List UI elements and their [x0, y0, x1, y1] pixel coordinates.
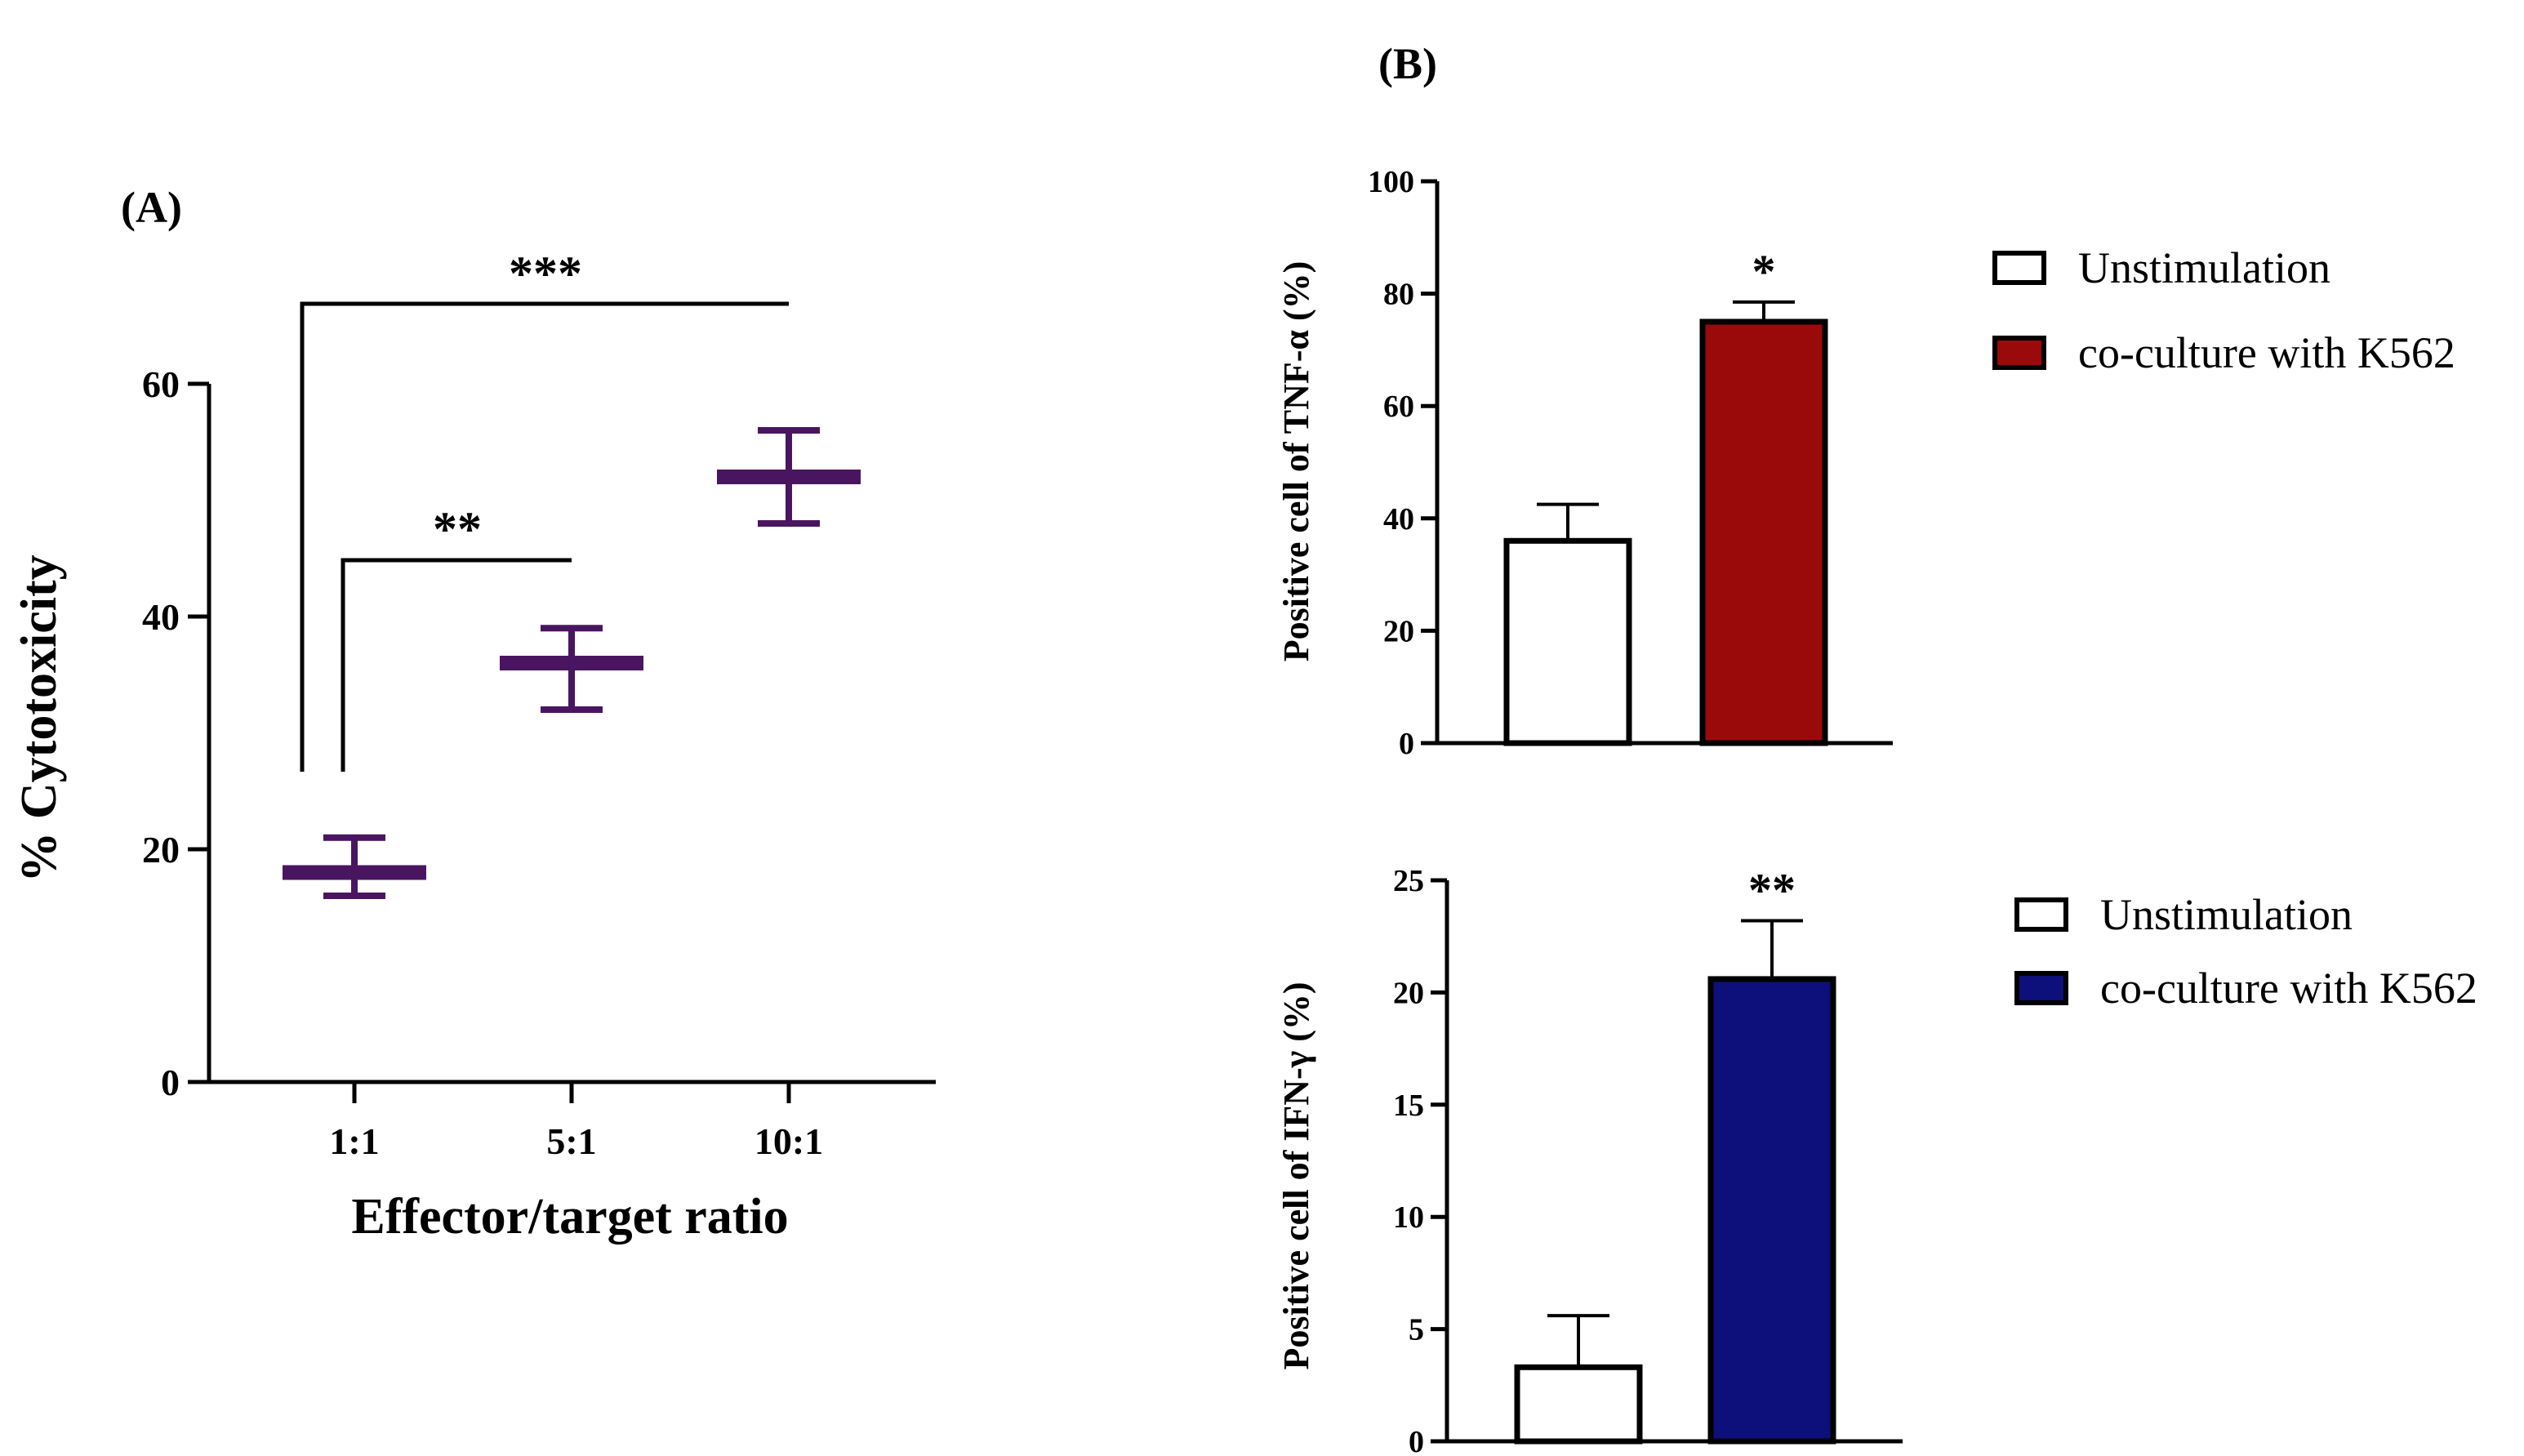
- panel-b-label: (B): [1378, 39, 1437, 88]
- y-tick-label: 100: [1368, 165, 1414, 199]
- legend-swatch-unstimulation: [1992, 251, 2046, 285]
- y-tick-label: 80: [1383, 278, 1414, 312]
- panel-a-y-ticks: 0 20 40 60: [142, 363, 209, 1103]
- panel-a-significance-label: **: [433, 502, 482, 556]
- legend-label-co-culture: co-culture with K562: [2100, 964, 2477, 1013]
- legend-swatch-co-culture: [2014, 971, 2068, 1005]
- panel-b-ifn-chart: 0 5 10 15 20 25 ** Positive cell of IFN-γ (%)…: [1276, 863, 2477, 1456]
- y-tick-label: 40: [1383, 502, 1414, 537]
- panel-b-tnf-y-axis-title: Positive cell of TNF-α (%): [1276, 261, 1316, 662]
- y-tick-label: 10: [1393, 1200, 1424, 1235]
- panel-a-y-tick-label: 40: [142, 596, 180, 638]
- panel-a-data-marks: [283, 427, 861, 899]
- panel-b-ifn-legend: Unstimulation co-culture with K562: [2014, 890, 2477, 1013]
- panel-b-tnf-legend: Unstimulation co-culture with K562: [1992, 243, 2455, 377]
- y-tick-label: 0: [1399, 727, 1414, 761]
- panel-a-axes: [207, 384, 936, 1084]
- bar-co-culture: [1707, 976, 1836, 1445]
- y-tick-label: 60: [1383, 390, 1414, 424]
- panel-b-ifn-significance: **: [1748, 863, 1796, 916]
- legend-label-co-culture: co-culture with K562: [2078, 328, 2455, 377]
- legend-swatch-unstimulation: [2014, 897, 2068, 932]
- panel-a-significance-label: ***: [509, 247, 582, 301]
- panel-a-y-tick-label: 60: [142, 363, 180, 405]
- bar-co-culture: [1699, 318, 1828, 746]
- panel-b-ifn-bars: [1514, 919, 1836, 1445]
- panel-a-y-tick-label: 0: [161, 1062, 180, 1103]
- panel-b-tnf-bars: [1503, 300, 1828, 746]
- panel-a-significance-bracket: [341, 558, 572, 772]
- panel-a-significance-bracket: [300, 301, 789, 772]
- panel-a-x-tick-label: 1:1: [329, 1120, 379, 1162]
- y-tick-label: 20: [1393, 976, 1424, 1010]
- panel-a-x-tick-label: 10:1: [755, 1120, 823, 1162]
- panel-b-tnf-chart: (B) 0 20 40 60 80 100 * Positive cell of TNF-…: [1276, 39, 2455, 761]
- panel-b-ifn-y-ticks: 0 5 10 15 20 25: [1393, 864, 1447, 1456]
- y-tick-label: 0: [1409, 1425, 1424, 1456]
- panel-a-y-tick-label: 20: [142, 829, 180, 870]
- y-tick-label: 25: [1393, 864, 1424, 898]
- panel-a-y-axis-title: % Cytotoxicity: [11, 554, 67, 882]
- significance-label: **: [1748, 863, 1796, 916]
- panel-b-ifn-y-axis-title: Positive cell of IFN-γ (%): [1276, 982, 1316, 1369]
- panel-b-tnf-significance: *: [1752, 245, 1776, 298]
- legend-label-unstimulation: Unstimulation: [2078, 243, 2330, 292]
- panel-a-x-ticks: 1:1 5:1 10:1: [329, 1082, 823, 1162]
- significance-label: *: [1752, 245, 1776, 298]
- bar-unstimulation: [1514, 1364, 1643, 1445]
- bar-unstimulation: [1503, 537, 1632, 746]
- y-tick-label: 15: [1393, 1089, 1424, 1123]
- legend-label-unstimulation: Unstimulation: [2100, 890, 2353, 939]
- panel-b-tnf-y-ticks: 0 20 40 60 80 100: [1368, 165, 1437, 761]
- panel-a-significance: *****: [300, 247, 789, 772]
- legend-swatch-co-culture: [1992, 336, 2046, 370]
- panel-a-x-tick-label: 5:1: [546, 1120, 596, 1162]
- panel-a-x-axis-title: Effector/target ratio: [351, 1189, 788, 1245]
- y-tick-label: 20: [1383, 614, 1414, 648]
- y-tick-label: 5: [1409, 1313, 1424, 1347]
- panel-a-label: (A): [121, 183, 182, 232]
